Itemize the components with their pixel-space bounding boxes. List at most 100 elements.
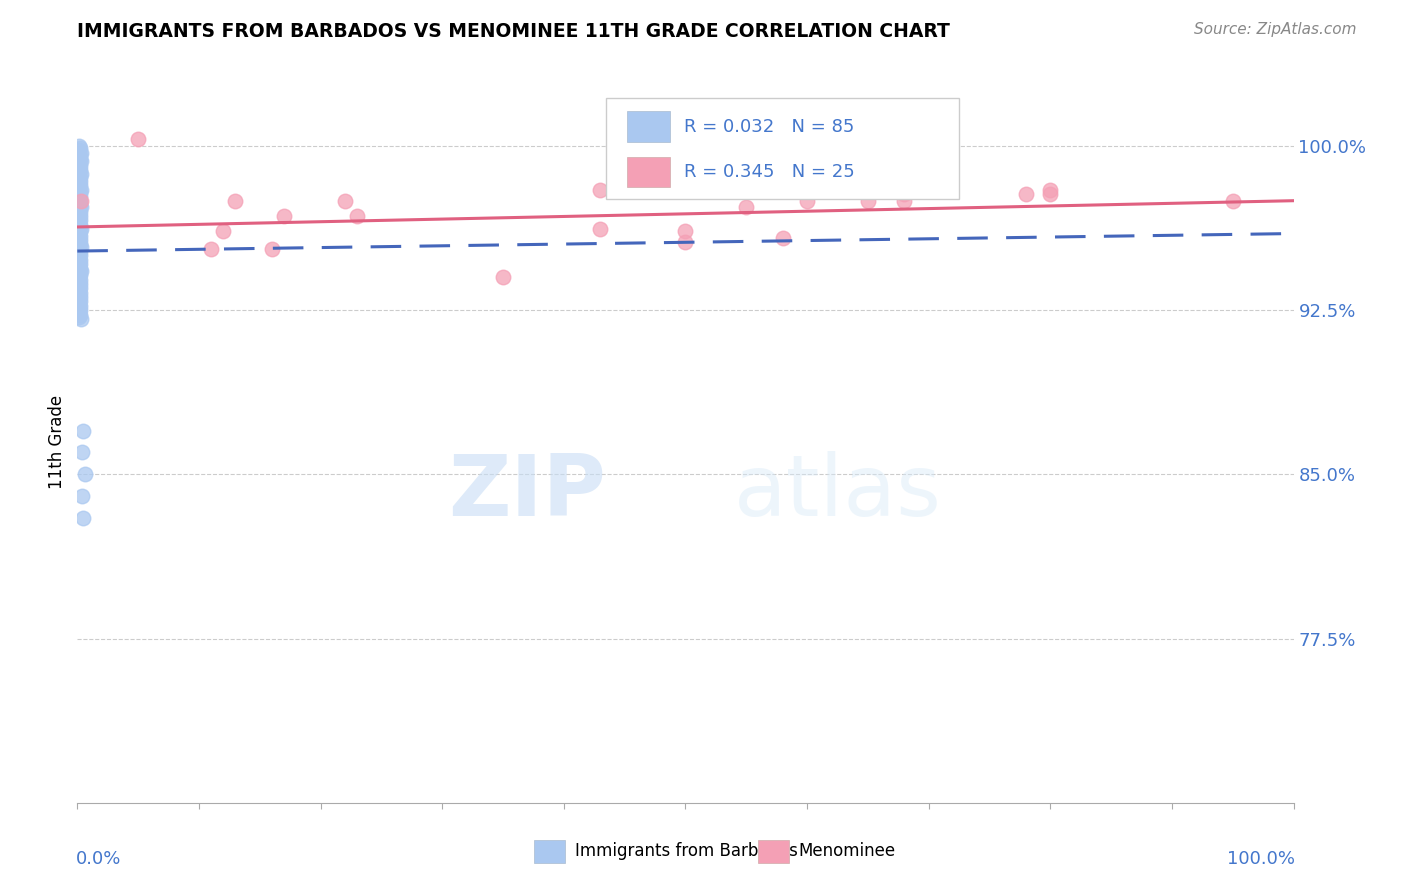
Point — [67, 305, 90, 319]
Point — [67, 242, 90, 256]
Point — [69, 204, 91, 219]
Point — [212, 224, 235, 238]
Point — [67, 231, 90, 245]
Text: R = 0.032   N = 85: R = 0.032 N = 85 — [685, 118, 855, 136]
Text: Source: ZipAtlas.com: Source: ZipAtlas.com — [1194, 22, 1357, 37]
Point — [70, 312, 93, 326]
FancyBboxPatch shape — [627, 157, 669, 187]
Point — [67, 211, 90, 226]
Point — [492, 270, 515, 285]
Point — [69, 281, 91, 295]
Point — [69, 257, 91, 271]
Point — [67, 187, 90, 202]
Point — [67, 195, 90, 210]
Point — [67, 255, 90, 269]
Point — [200, 242, 222, 256]
Point — [67, 176, 90, 190]
Point — [1015, 187, 1038, 202]
Point — [67, 275, 90, 289]
Point — [69, 308, 91, 322]
Point — [70, 168, 93, 182]
Point — [69, 285, 91, 300]
Point — [70, 489, 93, 503]
Point — [67, 246, 90, 260]
Point — [67, 284, 90, 298]
Point — [346, 209, 368, 223]
Point — [67, 219, 90, 234]
Text: IMMIGRANTS FROM BARBADOS VS MENOMINEE 11TH GRADE CORRELATION CHART: IMMIGRANTS FROM BARBADOS VS MENOMINEE 11… — [77, 22, 950, 41]
Point — [70, 240, 93, 254]
Point — [1039, 187, 1062, 202]
Point — [67, 260, 90, 274]
Point — [72, 511, 94, 525]
Point — [70, 183, 93, 197]
Text: R = 0.345   N = 25: R = 0.345 N = 25 — [685, 163, 855, 181]
Point — [69, 159, 91, 173]
Point — [69, 189, 91, 203]
Point — [675, 235, 697, 250]
Point — [589, 222, 612, 236]
Point — [70, 445, 93, 459]
Point — [796, 194, 818, 208]
Point — [69, 178, 91, 193]
Point — [67, 227, 90, 241]
Point — [69, 141, 91, 155]
Point — [69, 237, 91, 252]
Point — [67, 171, 90, 186]
Point — [69, 290, 91, 304]
Point — [67, 180, 90, 194]
Point — [67, 156, 90, 170]
Point — [69, 299, 91, 313]
Point — [70, 154, 93, 169]
Point — [67, 301, 90, 315]
Point — [69, 244, 91, 258]
Point — [69, 268, 91, 282]
Point — [67, 202, 90, 217]
Point — [67, 296, 90, 310]
Point — [70, 200, 93, 214]
Y-axis label: 11th Grade: 11th Grade — [48, 394, 66, 489]
Point — [333, 194, 356, 208]
Point — [67, 165, 90, 179]
Point — [72, 424, 94, 438]
Point — [69, 209, 91, 223]
Point — [67, 310, 90, 324]
Point — [69, 213, 91, 227]
Text: 0.0%: 0.0% — [76, 850, 121, 868]
Point — [67, 266, 90, 280]
Point — [67, 270, 90, 285]
Text: Immigrants from Barbados: Immigrants from Barbados — [575, 842, 799, 861]
Point — [69, 198, 91, 212]
Point — [67, 288, 90, 302]
Point — [69, 248, 91, 262]
Text: ZIP: ZIP — [449, 450, 606, 533]
Point — [127, 132, 149, 146]
Point — [67, 139, 90, 153]
Point — [73, 467, 96, 482]
Point — [67, 279, 90, 293]
Point — [67, 235, 90, 250]
Point — [273, 209, 295, 223]
Point — [224, 194, 246, 208]
Point — [67, 207, 90, 221]
Point — [70, 222, 93, 236]
Point — [70, 145, 93, 160]
Point — [69, 294, 91, 309]
Point — [260, 242, 283, 256]
Point — [772, 231, 794, 245]
Point — [69, 174, 91, 188]
Point — [67, 150, 90, 164]
Point — [69, 163, 91, 178]
Point — [69, 261, 91, 276]
Point — [675, 224, 697, 238]
Point — [747, 183, 769, 197]
Point — [69, 277, 91, 291]
Point — [69, 218, 91, 232]
Text: atlas: atlas — [734, 450, 942, 533]
Point — [69, 303, 91, 318]
Point — [735, 200, 758, 214]
Point — [69, 252, 91, 267]
Point — [67, 144, 90, 158]
Text: Menominee: Menominee — [799, 842, 896, 861]
Point — [893, 194, 915, 208]
